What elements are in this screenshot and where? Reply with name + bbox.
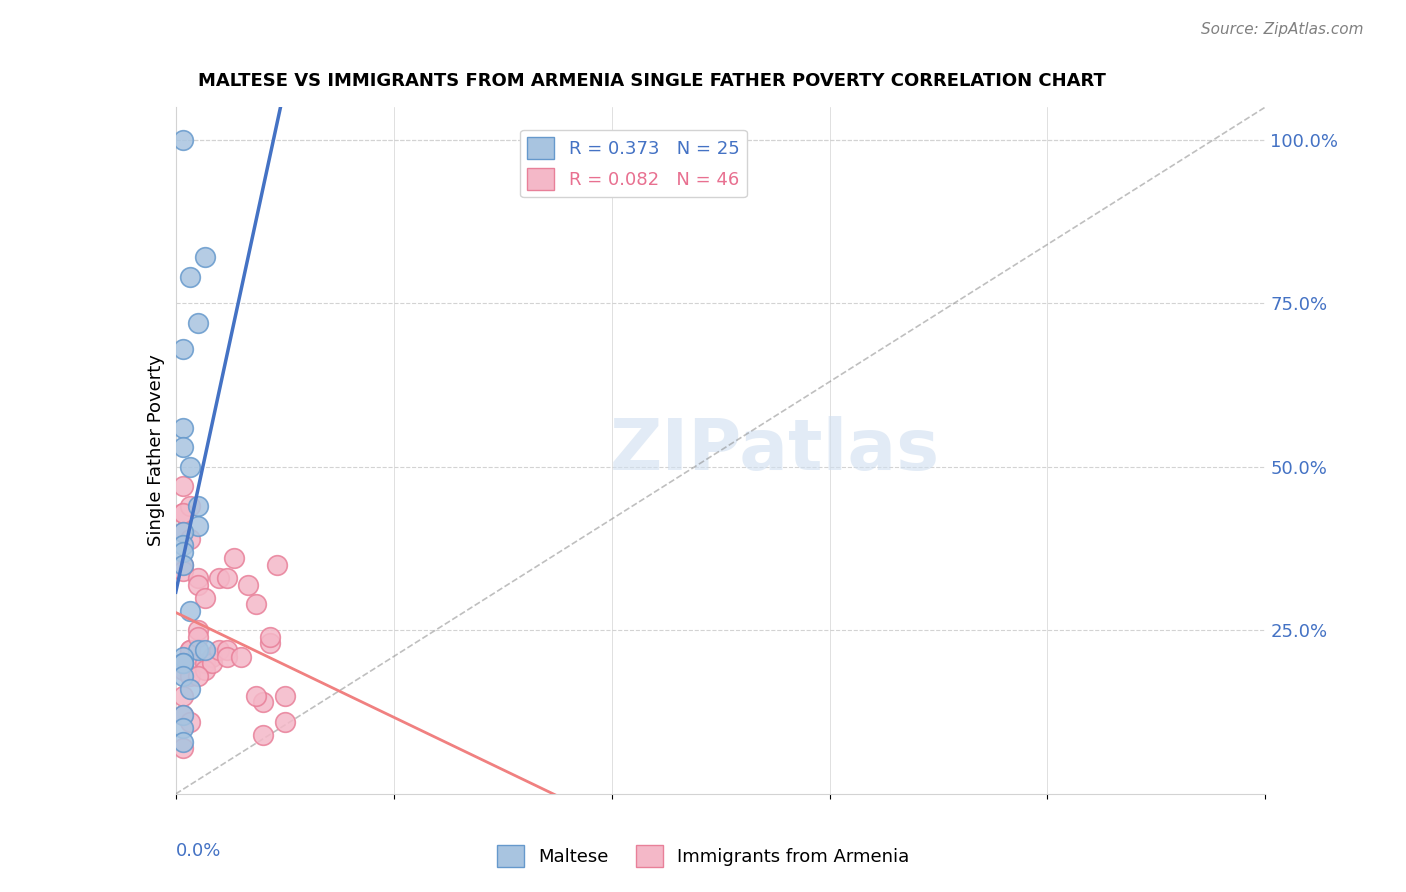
- Point: [179, 656, 201, 670]
- Point: [222, 551, 245, 566]
- Point: [259, 636, 281, 650]
- Point: [186, 577, 209, 591]
- Point: [172, 545, 194, 559]
- Point: [186, 499, 209, 513]
- Point: [208, 571, 231, 585]
- Point: [186, 624, 209, 638]
- Point: [194, 591, 217, 605]
- Point: [179, 532, 201, 546]
- Point: [172, 734, 194, 748]
- Point: [172, 133, 194, 147]
- Point: [172, 708, 194, 723]
- Legend: Maltese, Immigrants from Armenia: Maltese, Immigrants from Armenia: [489, 838, 917, 874]
- Text: ZIPatlas: ZIPatlas: [610, 416, 941, 485]
- Point: [172, 656, 194, 670]
- Point: [238, 577, 260, 591]
- Point: [172, 479, 194, 493]
- Point: [194, 656, 217, 670]
- Point: [172, 722, 194, 736]
- Point: [201, 656, 224, 670]
- Point: [172, 656, 194, 670]
- Point: [231, 649, 253, 664]
- Point: [186, 571, 209, 585]
- Point: [201, 649, 224, 664]
- Point: [172, 669, 194, 683]
- Point: [179, 604, 201, 618]
- Point: [186, 518, 209, 533]
- Point: [208, 643, 231, 657]
- Point: [179, 499, 201, 513]
- Point: [215, 571, 238, 585]
- Point: [215, 643, 238, 657]
- Point: [172, 558, 194, 572]
- Point: [172, 506, 194, 520]
- Point: [194, 251, 217, 265]
- Point: [172, 420, 194, 434]
- Point: [179, 669, 201, 683]
- Point: [172, 558, 194, 572]
- Point: [172, 656, 194, 670]
- Point: [186, 643, 209, 657]
- Point: [245, 597, 267, 611]
- Point: [172, 708, 194, 723]
- Point: [172, 741, 194, 756]
- Point: [274, 714, 297, 729]
- Point: [172, 440, 194, 454]
- Point: [172, 649, 194, 664]
- Point: [252, 695, 274, 709]
- Point: [252, 728, 274, 742]
- Point: [179, 643, 201, 657]
- Point: [186, 669, 209, 683]
- Point: [172, 656, 194, 670]
- Point: [172, 538, 194, 552]
- Point: [179, 459, 201, 474]
- Point: [172, 525, 194, 540]
- Point: [215, 649, 238, 664]
- Point: [194, 643, 217, 657]
- Text: Source: ZipAtlas.com: Source: ZipAtlas.com: [1201, 22, 1364, 37]
- Y-axis label: Single Father Poverty: Single Father Poverty: [146, 354, 165, 547]
- Point: [194, 663, 217, 677]
- Point: [186, 630, 209, 644]
- Legend: R = 0.373   N = 25, R = 0.082   N = 46: R = 0.373 N = 25, R = 0.082 N = 46: [520, 130, 747, 197]
- Point: [172, 525, 194, 540]
- Point: [179, 270, 201, 285]
- Point: [172, 506, 194, 520]
- Point: [259, 630, 281, 644]
- Text: MALTESE VS IMMIGRANTS FROM ARMENIA SINGLE FATHER POVERTY CORRELATION CHART: MALTESE VS IMMIGRANTS FROM ARMENIA SINGL…: [197, 72, 1105, 90]
- Point: [179, 643, 201, 657]
- Text: 0.0%: 0.0%: [176, 842, 221, 860]
- Point: [186, 316, 209, 330]
- Point: [179, 714, 201, 729]
- Point: [172, 689, 194, 703]
- Point: [266, 558, 288, 572]
- Point: [172, 663, 194, 677]
- Point: [172, 565, 194, 579]
- Point: [245, 689, 267, 703]
- Point: [274, 689, 297, 703]
- Point: [179, 682, 201, 697]
- Point: [172, 342, 194, 356]
